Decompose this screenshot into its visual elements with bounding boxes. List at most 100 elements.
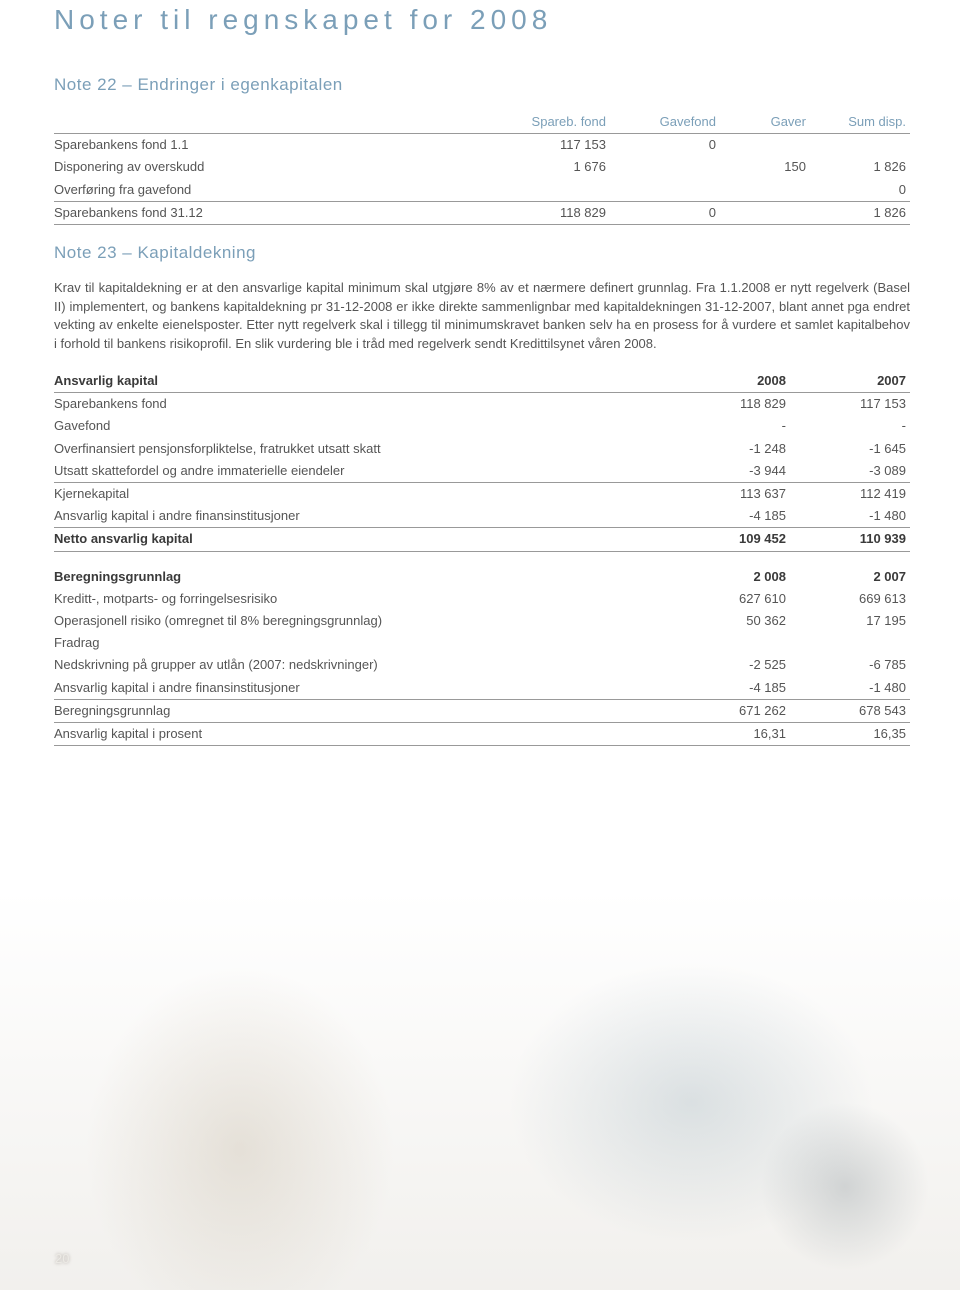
cell: 1 676 xyxy=(500,156,610,178)
row-label: Sparebankens fond xyxy=(54,393,670,416)
table-row: Ansvarlig kapital i andre finansinstitus… xyxy=(54,677,910,700)
cell xyxy=(500,179,610,202)
row-label: Disponering av overskudd xyxy=(54,156,500,178)
cell: - xyxy=(670,415,790,437)
table-header-row: Ansvarlig kapital20082007 xyxy=(54,370,910,393)
cell: 2008 xyxy=(670,370,790,393)
cell: 678 543 xyxy=(790,699,910,722)
note23-table-a: Ansvarlig kapital20082007 Sparebankens f… xyxy=(54,370,910,552)
table-row: Nedskrivning på grupper av utlån (2007: … xyxy=(54,654,910,676)
cell: -1 645 xyxy=(790,438,910,460)
cell: - xyxy=(790,415,910,437)
cell: -1 480 xyxy=(790,677,910,700)
cell: 1 826 xyxy=(810,156,910,178)
table-row: Kjernekapital113 637112 419 xyxy=(54,483,910,506)
cell: 0 xyxy=(610,201,720,224)
table-row: Netto ansvarlig kapital109 452110 939 xyxy=(54,528,910,551)
cell: 2007 xyxy=(790,370,910,393)
cell xyxy=(720,179,810,202)
cell xyxy=(720,201,810,224)
cell: -1 480 xyxy=(790,505,910,528)
row-label: Beregningsgrunnlag xyxy=(54,699,670,722)
table-header: Gavefond xyxy=(610,111,720,134)
cell: 0 xyxy=(610,134,720,157)
row-label: Ansvarlig kapital i andre finansinstitus… xyxy=(54,677,670,700)
row-label: Kjernekapital xyxy=(54,483,670,506)
cell: 2 008 xyxy=(670,566,790,588)
table-row: Kreditt-, motparts- og forringelsesrisik… xyxy=(54,588,910,610)
table-row: Sparebankens fond 1.1117 1530 xyxy=(54,134,910,157)
row-label: Overføring fra gavefond xyxy=(54,179,500,202)
cell: 150 xyxy=(720,156,810,178)
cell: -6 785 xyxy=(790,654,910,676)
cell xyxy=(670,632,790,654)
row-label: Ansvarlig kapital i andre finansinstitus… xyxy=(54,505,670,528)
row-label: Utsatt skattefordel og andre immateriell… xyxy=(54,460,670,483)
cell: -2 525 xyxy=(670,654,790,676)
cell: 16,35 xyxy=(790,722,910,745)
cell: 2 007 xyxy=(790,566,910,588)
table-row: Gavefond-- xyxy=(54,415,910,437)
note23-table-b: Beregningsgrunnlag2 0082 007Kreditt-, mo… xyxy=(54,566,910,747)
table-row: Operasjonell risiko (omregnet til 8% ber… xyxy=(54,610,910,632)
cell: 50 362 xyxy=(670,610,790,632)
cell: 1 826 xyxy=(810,201,910,224)
table-row: Ansvarlig kapital i prosent16,3116,35 xyxy=(54,722,910,745)
table-row: Beregningsgrunnlag2 0082 007 xyxy=(54,566,910,588)
note22-table: Spareb. fondGavefondGaverSum disp.Spareb… xyxy=(54,111,910,225)
background-watermark xyxy=(0,820,960,1290)
row-label: Netto ansvarlig kapital xyxy=(54,528,670,551)
table-row: Utsatt skattefordel og andre immateriell… xyxy=(54,460,910,483)
row-label: Fradrag xyxy=(54,632,670,654)
table-header: Spareb. fond xyxy=(500,111,610,134)
cell: 0 xyxy=(810,179,910,202)
table-row: Overfinansiert pensjonsforpliktelse, fra… xyxy=(54,438,910,460)
cell: 669 613 xyxy=(790,588,910,610)
table-row: Beregningsgrunnlag671 262678 543 xyxy=(54,699,910,722)
table-header xyxy=(54,111,500,134)
note23-paragraph: Krav til kapitaldekning er at den ansvar… xyxy=(54,279,910,354)
page-title: Noter til regnskapet for 2008 xyxy=(54,0,910,39)
row-label: Sparebankens fond 31.12 xyxy=(54,201,500,224)
cell: 118 829 xyxy=(500,201,610,224)
row-label: Beregningsgrunnlag xyxy=(54,566,670,588)
cell: 671 262 xyxy=(670,699,790,722)
cell: 117 153 xyxy=(790,393,910,416)
table-row: Sparebankens fond 31.12118 8290 1 826 xyxy=(54,201,910,224)
cell: 627 610 xyxy=(670,588,790,610)
cell: -3 089 xyxy=(790,460,910,483)
row-label: Operasjonell risiko (omregnet til 8% ber… xyxy=(54,610,670,632)
page-number: 20 xyxy=(55,1250,69,1268)
table-row: Overføring fra gavefond 0 xyxy=(54,179,910,202)
table-header: Sum disp. xyxy=(810,111,910,134)
cell xyxy=(810,134,910,157)
table-row: Ansvarlig kapital i andre finansinstitus… xyxy=(54,505,910,528)
note22-heading: Note 22 – Endringer i egenkapitalen xyxy=(54,73,910,97)
cell: 16,31 xyxy=(670,722,790,745)
cell xyxy=(720,134,810,157)
note23-heading: Note 23 – Kapitaldekning xyxy=(54,241,910,265)
cell: 118 829 xyxy=(670,393,790,416)
cell: -3 944 xyxy=(670,460,790,483)
cell: 113 637 xyxy=(670,483,790,506)
cell: 109 452 xyxy=(670,528,790,551)
table-row: Disponering av overskudd1 676 1501 826 xyxy=(54,156,910,178)
row-label: Sparebankens fond 1.1 xyxy=(54,134,500,157)
row-label: Nedskrivning på grupper av utlån (2007: … xyxy=(54,654,670,676)
row-label: Ansvarlig kapital xyxy=(54,370,670,393)
row-label: Overfinansiert pensjonsforpliktelse, fra… xyxy=(54,438,670,460)
cell: 110 939 xyxy=(790,528,910,551)
cell: 112 419 xyxy=(790,483,910,506)
row-label: Ansvarlig kapital i prosent xyxy=(54,722,670,745)
table-row: Fradrag xyxy=(54,632,910,654)
row-label: Kreditt-, motparts- og forringelsesrisik… xyxy=(54,588,670,610)
row-label: Gavefond xyxy=(54,415,670,437)
cell xyxy=(610,179,720,202)
table-header: Gaver xyxy=(720,111,810,134)
cell: -1 248 xyxy=(670,438,790,460)
cell: -4 185 xyxy=(670,505,790,528)
table-row: Sparebankens fond118 829117 153 xyxy=(54,393,910,416)
cell xyxy=(790,632,910,654)
cell: 17 195 xyxy=(790,610,910,632)
cell xyxy=(610,156,720,178)
